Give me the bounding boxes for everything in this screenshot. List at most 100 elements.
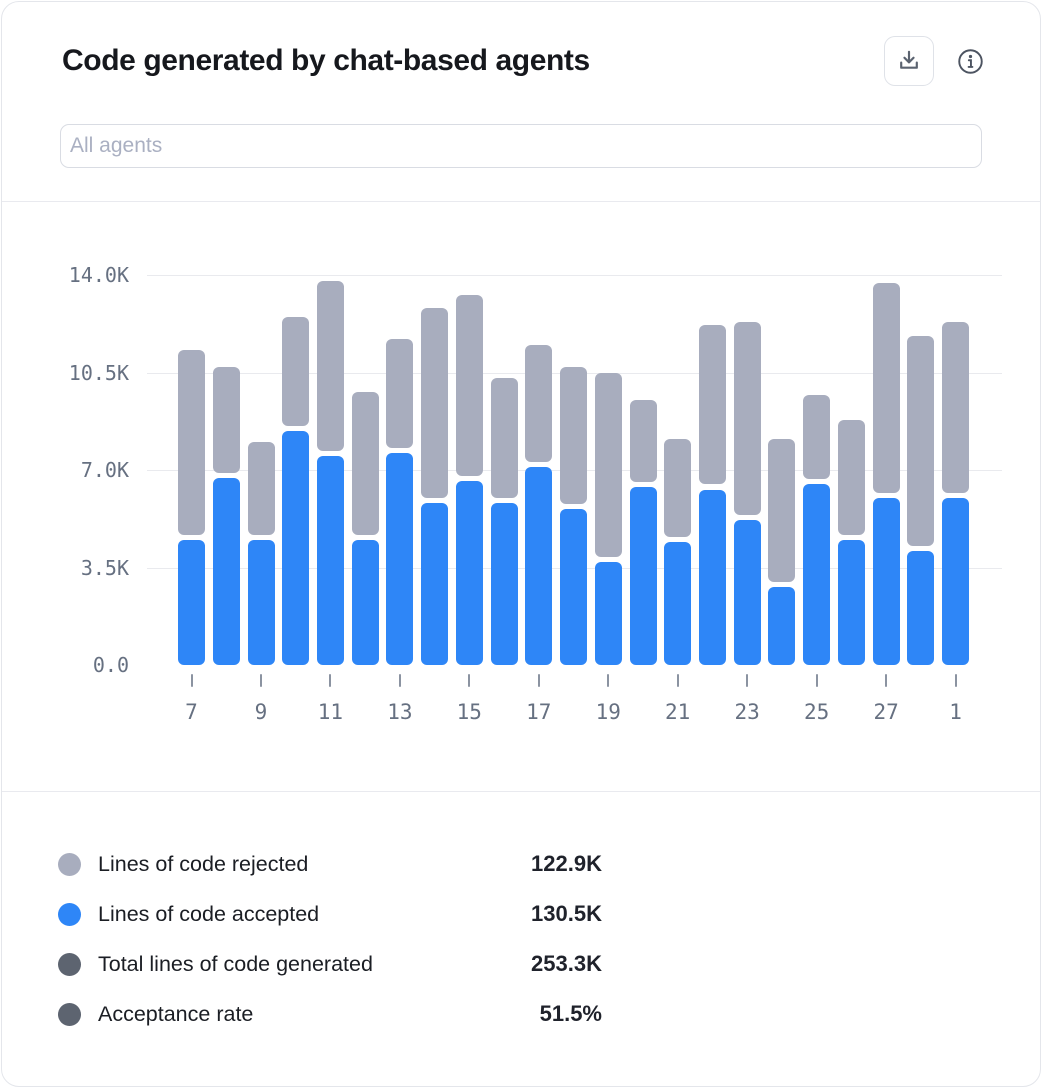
bar-rejected-segment[interactable] [907, 336, 935, 546]
bar-rejected-segment[interactable] [212, 366, 240, 474]
bar-accepted-segment[interactable] [421, 503, 449, 665]
bar-rejected-segment[interactable] [282, 316, 310, 426]
bar-rejected-segment[interactable] [664, 439, 692, 538]
y-axis-tick-label: 7.0K [80, 458, 129, 482]
y-axis-tick-label: 14.0K [68, 263, 129, 287]
bar-accepted-segment[interactable] [455, 481, 483, 665]
legend-dot-icon [58, 852, 81, 876]
x-axis-tick-label: 11 [317, 700, 344, 724]
y-axis-tick-label: 3.5K [80, 555, 129, 580]
bar-rejected-segment[interactable] [698, 325, 726, 485]
card-header: Code generated by chat-based agents [2, 2, 1040, 202]
chart-legend: Lines of code rejected 122.9K Lines of cod… [2, 792, 1040, 1039]
bar-rejected-segment[interactable] [525, 344, 553, 463]
info-icon[interactable] [956, 36, 984, 86]
x-axis-tick-label: 15 [456, 700, 482, 724]
x-axis-tick-mark [468, 674, 471, 687]
bar-accepted-segment[interactable] [837, 539, 865, 665]
x-axis-tick-label: 7 [185, 700, 198, 724]
bar-rejected-segment[interactable] [455, 294, 483, 477]
bar-rejected-segment[interactable] [178, 350, 205, 535]
bar-accepted-segment[interactable] [594, 561, 622, 665]
bar-rejected-segment[interactable] [768, 439, 796, 582]
bar-accepted-segment[interactable] [698, 489, 726, 665]
legend-value: 122.9K [531, 851, 602, 876]
legend-value: 51.5% [539, 1001, 602, 1026]
x-axis-tick-label: 21 [665, 700, 691, 724]
x-axis-tick-label: 25 [803, 700, 830, 724]
bar-rejected-segment[interactable] [942, 322, 970, 493]
bar-accepted-segment[interactable] [282, 431, 310, 665]
legend-row: Lines of code accepted 130.5K [2, 889, 1040, 939]
x-axis-tick-mark [607, 674, 610, 687]
bar-rejected-segment[interactable] [247, 442, 275, 535]
legend-row: Acceptance rate 51.5% [2, 989, 1040, 1039]
x-axis-tick-label: 17 [526, 700, 552, 724]
bar-rejected-segment[interactable] [490, 378, 518, 499]
bar-accepted-segment[interactable] [490, 503, 518, 665]
bar-accepted-segment[interactable] [351, 539, 379, 665]
stacked-bar-chart: 0.0 3.5K 7.0K 10.5K 14.0K 7 9 11 13 15 17 19 21 23 25 2… [2, 202, 1040, 792]
x-axis-tick-label: 1 [949, 700, 962, 724]
download-button[interactable] [884, 36, 934, 86]
page-title: Code generated by chat-based agents [62, 44, 590, 77]
x-axis-tick-mark [954, 674, 957, 687]
bar-accepted-segment[interactable] [733, 520, 761, 665]
legend-label: Total lines of code generated [98, 951, 373, 976]
bar-rejected-segment[interactable] [733, 322, 761, 516]
bar-rejected-segment[interactable] [629, 400, 657, 482]
x-axis-tick-mark [398, 674, 401, 687]
bar-accepted-segment[interactable] [560, 509, 587, 665]
bar-accepted-segment[interactable] [629, 486, 657, 665]
x-axis-tick-mark [537, 674, 540, 687]
legend-value: 253.3K [531, 951, 602, 976]
legend-dot-icon [58, 902, 81, 926]
x-axis-tick-mark [676, 674, 679, 687]
x-axis-tick-label: 27 [873, 700, 899, 724]
bar-rejected-segment[interactable] [316, 280, 344, 452]
bar-accepted-segment[interactable] [247, 539, 275, 665]
bar-rejected-segment[interactable] [351, 392, 379, 535]
bar-accepted-segment[interactable] [525, 467, 553, 665]
bar-rejected-segment[interactable] [803, 394, 831, 479]
legend-label: Lines of code rejected [98, 851, 309, 876]
bar-rejected-segment[interactable] [594, 372, 622, 557]
legend-value: 130.5K [531, 901, 602, 926]
legend-row: Lines of code rejected 122.9K [2, 839, 1040, 889]
y-axis-tick-label: 0.0 [92, 653, 129, 677]
bar-accepted-segment[interactable] [178, 539, 205, 665]
y-axis-tick-label: 10.5K [68, 360, 129, 385]
x-axis-tick-mark [885, 674, 888, 687]
x-axis-tick-mark [746, 674, 749, 687]
bar-accepted-segment[interactable] [942, 497, 970, 665]
bar-accepted-segment[interactable] [316, 456, 344, 665]
bar-rejected-segment[interactable] [872, 283, 900, 493]
bar-rejected-segment[interactable] [386, 339, 414, 449]
bar-rejected-segment[interactable] [421, 308, 449, 499]
bar-accepted-segment[interactable] [803, 483, 831, 665]
gridline [147, 275, 1002, 276]
bar-accepted-segment[interactable] [872, 497, 900, 665]
legend-label: Acceptance rate [98, 1001, 254, 1026]
bar-accepted-segment[interactable] [386, 453, 414, 665]
legend-dot-icon [58, 1002, 81, 1026]
x-axis-tick-mark [190, 674, 193, 687]
bar-accepted-segment[interactable] [768, 587, 796, 665]
x-axis-tick-label: 23 [734, 700, 760, 724]
bar-accepted-segment[interactable] [664, 542, 692, 665]
bar-rejected-segment[interactable] [837, 419, 865, 535]
agents-filter-input[interactable] [60, 124, 982, 168]
bar-accepted-segment[interactable] [907, 550, 935, 665]
bar-accepted-segment[interactable] [212, 478, 240, 665]
x-axis-tick-mark [815, 674, 818, 687]
legend-dot-icon [58, 952, 81, 976]
x-axis-tick-mark [329, 674, 332, 687]
legend-label: Lines of code accepted [98, 901, 320, 926]
x-axis-tick-mark [260, 674, 262, 687]
bar-rejected-segment[interactable] [560, 366, 587, 504]
x-axis-tick-label: 19 [595, 700, 621, 724]
x-axis-tick-label: 9 [254, 700, 268, 724]
legend-row: Total lines of code generated 253.3K [2, 939, 1040, 989]
x-axis-tick-label: 13 [387, 700, 413, 724]
